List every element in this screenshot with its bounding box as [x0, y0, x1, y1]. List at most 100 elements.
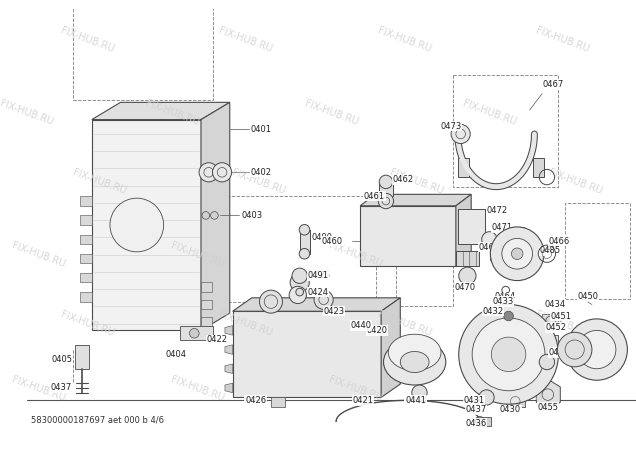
Circle shape [190, 328, 199, 338]
Polygon shape [565, 341, 577, 352]
Polygon shape [459, 345, 477, 364]
Text: FIX-HUB.RU: FIX-HUB.RU [535, 25, 591, 54]
Text: 0472: 0472 [487, 206, 508, 215]
Circle shape [259, 290, 282, 313]
Ellipse shape [389, 334, 441, 371]
Polygon shape [80, 216, 92, 225]
Text: 0450: 0450 [577, 292, 598, 302]
Polygon shape [225, 383, 233, 393]
Circle shape [459, 305, 558, 404]
Circle shape [481, 232, 497, 247]
Text: 0455: 0455 [537, 403, 558, 412]
Bar [565, 203, 630, 299]
Circle shape [296, 288, 303, 296]
Polygon shape [456, 194, 471, 266]
Polygon shape [542, 314, 558, 328]
Text: 0431: 0431 [464, 396, 485, 405]
Text: FIX-HUB.RU: FIX-HUB.RU [0, 99, 55, 127]
Circle shape [511, 248, 523, 260]
Circle shape [378, 194, 394, 209]
Text: 0470: 0470 [455, 283, 476, 292]
Polygon shape [80, 234, 92, 244]
Text: 0422: 0422 [207, 336, 228, 345]
Bar [377, 216, 453, 306]
Text: 0437: 0437 [50, 383, 72, 392]
Text: FIX-HUB.RU: FIX-HUB.RU [389, 167, 445, 196]
Text: FIX-HUB.RU: FIX-HUB.RU [303, 99, 359, 127]
Circle shape [202, 212, 210, 219]
Polygon shape [80, 273, 92, 283]
Text: FIX-HUB.RU: FIX-HUB.RU [462, 99, 518, 127]
Text: FIX-HUB.RU: FIX-HUB.RU [169, 241, 225, 270]
Polygon shape [80, 292, 92, 302]
Polygon shape [233, 311, 381, 397]
Text: 0441: 0441 [405, 396, 426, 405]
Polygon shape [499, 305, 518, 324]
Text: 0435: 0435 [549, 348, 570, 357]
Text: 0485: 0485 [539, 246, 560, 255]
Circle shape [557, 332, 592, 367]
Text: 0434: 0434 [544, 300, 565, 309]
Polygon shape [506, 396, 525, 407]
Circle shape [479, 390, 494, 405]
Circle shape [459, 267, 476, 284]
Text: 0451: 0451 [551, 311, 572, 320]
Text: 0404: 0404 [165, 350, 186, 359]
Circle shape [292, 268, 307, 284]
Text: 0437: 0437 [466, 405, 487, 414]
Text: 0405: 0405 [52, 355, 73, 364]
Text: 0440: 0440 [350, 321, 371, 330]
Polygon shape [551, 357, 556, 367]
Polygon shape [300, 230, 310, 254]
Circle shape [211, 212, 218, 219]
Polygon shape [381, 298, 400, 397]
Text: 0460: 0460 [322, 237, 343, 246]
Ellipse shape [384, 339, 446, 385]
Text: 0433: 0433 [492, 297, 513, 306]
Polygon shape [536, 379, 560, 410]
Circle shape [379, 175, 392, 189]
Text: 0469: 0469 [479, 243, 500, 252]
Circle shape [411, 385, 427, 400]
Ellipse shape [400, 351, 429, 373]
Text: FIX-HUB.RU: FIX-HUB.RU [377, 310, 432, 338]
Text: FIX-HUB.RU: FIX-HUB.RU [230, 167, 286, 196]
Polygon shape [532, 158, 544, 177]
Text: 0430: 0430 [500, 405, 521, 414]
Polygon shape [379, 182, 392, 196]
Polygon shape [546, 335, 558, 351]
Text: 0424: 0424 [307, 288, 328, 297]
Polygon shape [225, 364, 233, 373]
Text: FIX-HUB.RU: FIX-HUB.RU [328, 374, 384, 403]
Polygon shape [80, 254, 92, 263]
Text: 0471: 0471 [492, 223, 513, 232]
Text: 0491: 0491 [307, 271, 328, 280]
Text: FIX-HUB.RU: FIX-HUB.RU [377, 25, 432, 54]
Circle shape [290, 273, 309, 292]
Text: FIX-HUB.RU: FIX-HUB.RU [11, 241, 67, 270]
Text: 0462: 0462 [392, 176, 414, 184]
Bar [223, 196, 396, 302]
Polygon shape [201, 283, 212, 292]
Circle shape [451, 124, 470, 144]
Text: FIX-HUB.RU: FIX-HUB.RU [169, 374, 225, 403]
Text: 0467: 0467 [542, 80, 563, 89]
Circle shape [299, 248, 310, 259]
Text: FIX-HUB.RU: FIX-HUB.RU [59, 310, 116, 338]
Text: FIX-HUB.RU: FIX-HUB.RU [218, 310, 274, 338]
Polygon shape [80, 196, 92, 206]
Text: 0452: 0452 [546, 323, 567, 332]
Text: 0401: 0401 [251, 125, 272, 134]
Text: 0461: 0461 [364, 192, 385, 201]
Polygon shape [458, 158, 469, 177]
Polygon shape [480, 417, 492, 426]
Circle shape [492, 337, 526, 372]
Circle shape [490, 227, 544, 280]
Text: FIX-HUB.RU: FIX-HUB.RU [71, 167, 128, 196]
Polygon shape [201, 102, 230, 330]
Circle shape [472, 318, 545, 391]
Polygon shape [201, 300, 212, 309]
Text: 58300000187697 aet 000 b 4/6: 58300000187697 aet 000 b 4/6 [31, 415, 164, 424]
Text: FIX-HUB.RU: FIX-HUB.RU [486, 241, 543, 270]
Text: 0402: 0402 [251, 168, 272, 177]
